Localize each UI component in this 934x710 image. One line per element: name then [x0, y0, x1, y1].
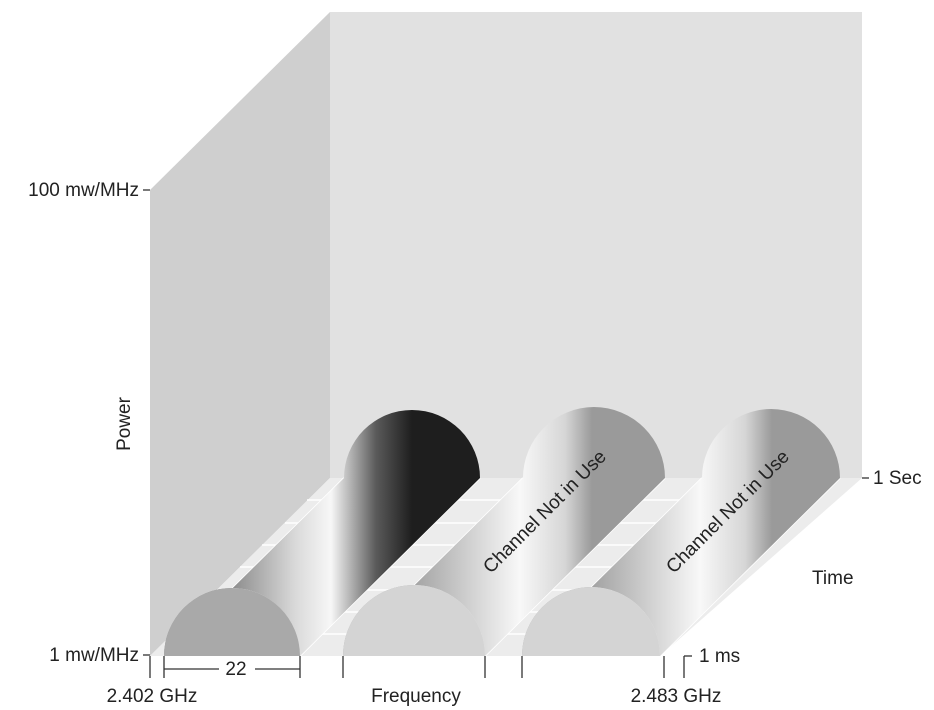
channel-1-body — [164, 410, 480, 656]
power-axis: 100 mw/MHz 1 mw/MHz Power — [28, 180, 150, 666]
freq-end-label: 2.483 GHz — [631, 686, 722, 707]
channel-3-end-cap — [522, 587, 660, 656]
channel-3-body — [522, 409, 840, 656]
frequency-axis-title: Frequency — [371, 686, 461, 707]
back-wall — [330, 12, 862, 478]
channel-1-end-cap — [164, 588, 300, 656]
time-end-label: 1 Sec — [873, 468, 922, 489]
channel-width-label: 22 — [225, 659, 246, 680]
time-axis: 1 ms 1 Sec Time — [683, 468, 922, 678]
freq-start-label: 2.402 GHz — [107, 686, 198, 707]
frequency-axis: 22 2.402 GHz Frequency 2.483 GHz — [107, 656, 722, 707]
left-wall — [150, 12, 330, 656]
time-start-label: 1 ms — [699, 646, 740, 667]
power-max-label: 100 mw/MHz — [28, 180, 139, 201]
channel-3-idle: Channel Not in Use — [522, 409, 840, 656]
channel-1-active — [164, 410, 480, 656]
channel-2-body — [343, 407, 665, 656]
channel-2-end-cap — [343, 585, 485, 656]
power-min-label: 1 mw/MHz — [49, 645, 139, 666]
time-axis-title: Time — [812, 568, 854, 589]
power-axis-title: Power — [114, 396, 135, 451]
